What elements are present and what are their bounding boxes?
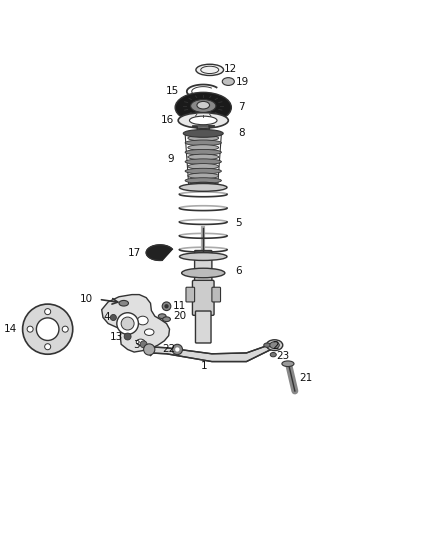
- Text: 23: 23: [277, 351, 290, 361]
- Polygon shape: [193, 126, 214, 139]
- Circle shape: [140, 341, 147, 348]
- Text: 14: 14: [4, 324, 18, 334]
- Ellipse shape: [188, 182, 219, 188]
- Circle shape: [23, 304, 73, 354]
- Text: 10: 10: [80, 294, 93, 304]
- Text: 11: 11: [173, 301, 186, 311]
- Circle shape: [110, 314, 117, 320]
- Ellipse shape: [138, 316, 148, 325]
- Ellipse shape: [185, 159, 221, 165]
- Text: 5: 5: [236, 219, 242, 228]
- Text: 16: 16: [161, 116, 174, 125]
- Ellipse shape: [188, 135, 219, 141]
- FancyBboxPatch shape: [192, 280, 214, 316]
- FancyBboxPatch shape: [186, 287, 194, 302]
- Text: 19: 19: [236, 77, 249, 86]
- Polygon shape: [146, 245, 173, 261]
- Ellipse shape: [175, 92, 231, 123]
- FancyBboxPatch shape: [195, 311, 211, 343]
- Polygon shape: [149, 343, 275, 361]
- Ellipse shape: [188, 145, 219, 150]
- Circle shape: [124, 333, 131, 340]
- Ellipse shape: [180, 183, 227, 191]
- Text: 17: 17: [128, 248, 141, 257]
- Circle shape: [164, 304, 169, 309]
- Ellipse shape: [136, 339, 145, 345]
- Ellipse shape: [264, 343, 271, 348]
- Ellipse shape: [282, 361, 294, 367]
- Text: 20: 20: [173, 311, 186, 321]
- Ellipse shape: [182, 268, 225, 278]
- Circle shape: [121, 317, 134, 330]
- Text: 13: 13: [110, 332, 124, 342]
- Ellipse shape: [180, 253, 227, 261]
- Circle shape: [27, 326, 33, 332]
- Ellipse shape: [266, 340, 283, 351]
- Text: 15: 15: [166, 86, 180, 96]
- Circle shape: [172, 344, 183, 354]
- Text: 2: 2: [272, 342, 279, 351]
- Ellipse shape: [185, 131, 221, 136]
- Ellipse shape: [178, 112, 228, 128]
- Polygon shape: [102, 295, 170, 352]
- Circle shape: [45, 344, 51, 350]
- FancyBboxPatch shape: [194, 251, 212, 285]
- Ellipse shape: [189, 182, 218, 188]
- Text: 9: 9: [168, 155, 174, 164]
- Ellipse shape: [183, 130, 223, 138]
- Ellipse shape: [162, 317, 170, 321]
- Ellipse shape: [145, 329, 154, 335]
- Circle shape: [162, 302, 171, 311]
- Ellipse shape: [197, 101, 209, 109]
- Text: 3: 3: [133, 340, 140, 350]
- Text: 7: 7: [238, 102, 244, 112]
- Text: 6: 6: [236, 266, 242, 276]
- Circle shape: [36, 318, 59, 341]
- Circle shape: [175, 348, 180, 352]
- Ellipse shape: [188, 164, 219, 169]
- Text: 12: 12: [224, 64, 237, 75]
- Ellipse shape: [185, 168, 221, 174]
- Ellipse shape: [185, 177, 221, 183]
- Ellipse shape: [185, 140, 221, 146]
- Circle shape: [45, 309, 51, 314]
- Ellipse shape: [185, 149, 221, 155]
- Ellipse shape: [270, 352, 276, 357]
- Ellipse shape: [158, 314, 166, 319]
- Text: 22: 22: [162, 344, 175, 354]
- Ellipse shape: [190, 116, 217, 125]
- Ellipse shape: [196, 64, 223, 76]
- Text: 8: 8: [238, 127, 244, 138]
- Ellipse shape: [188, 154, 219, 160]
- Ellipse shape: [188, 173, 219, 179]
- Ellipse shape: [119, 301, 128, 306]
- Ellipse shape: [191, 100, 216, 112]
- Circle shape: [62, 326, 68, 332]
- Text: 1: 1: [201, 361, 208, 371]
- Circle shape: [144, 344, 155, 355]
- Text: 4: 4: [104, 312, 110, 322]
- Ellipse shape: [270, 342, 279, 349]
- Circle shape: [117, 313, 138, 334]
- Ellipse shape: [222, 78, 234, 85]
- Text: 21: 21: [300, 373, 313, 383]
- FancyBboxPatch shape: [212, 287, 221, 302]
